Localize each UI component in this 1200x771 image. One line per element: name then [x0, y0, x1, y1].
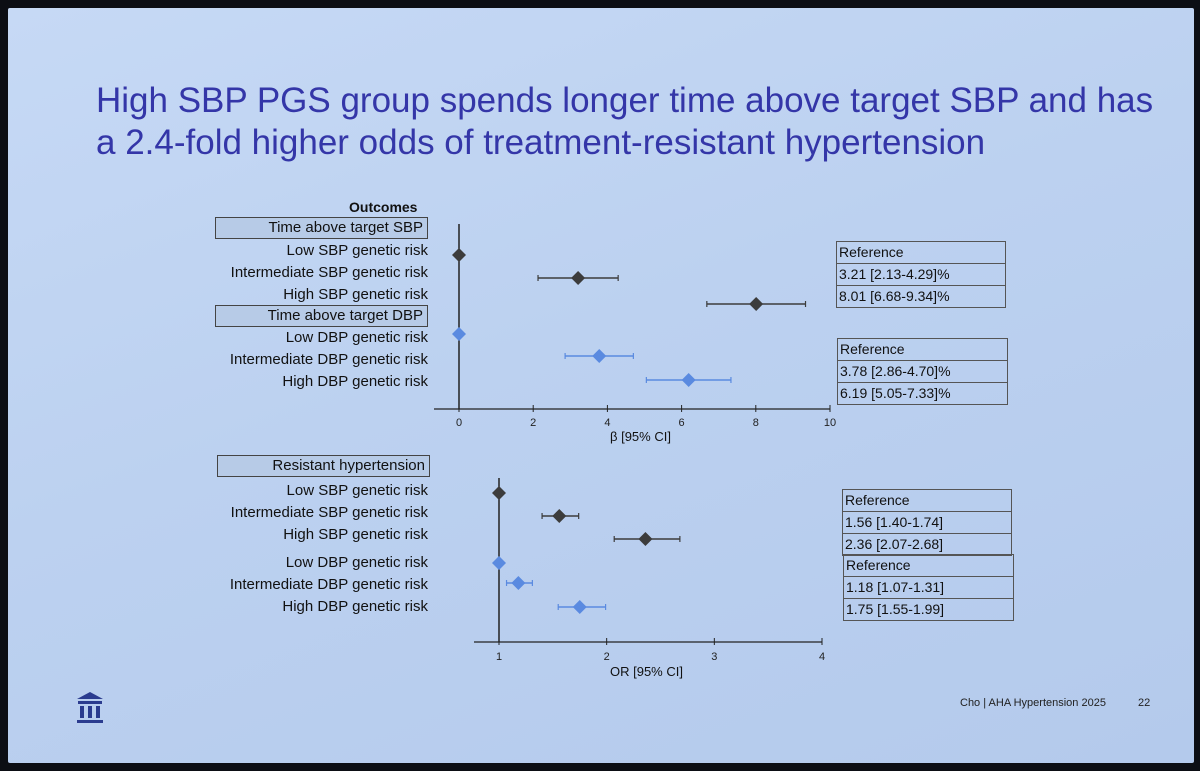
estimate-cell: 2.36 [2.07-2.68]: [845, 536, 944, 552]
page-number: 22: [1138, 697, 1151, 709]
estimate-table-sbp-or: Reference 1.56 [1.40-1.74] 2.36 [2.07-2.…: [842, 489, 1012, 556]
estimate-cell: Reference: [837, 242, 1005, 264]
estimate-cell: 3.21 [2.13-4.29]%: [837, 264, 1005, 286]
estimate-cell: Reference: [838, 339, 1007, 361]
estimate-point: [571, 271, 586, 285]
row-label: High SBP genetic risk: [283, 286, 428, 303]
row-label: Low SBP genetic risk: [286, 482, 428, 499]
estimate-cell: 6.19 [5.05-7.33]%: [840, 385, 951, 401]
row-label: High SBP genetic risk: [283, 526, 428, 543]
estimate-point: [492, 556, 506, 570]
x-tick-label: 1: [496, 651, 502, 663]
x-tick-label: 2: [530, 417, 536, 429]
estimate-cell: Reference: [844, 555, 1013, 577]
x-tick-label: 4: [604, 417, 610, 429]
group-header-time-above-dbp: Time above target DBP: [215, 305, 428, 327]
row-label: High DBP genetic risk: [282, 598, 428, 615]
estimate-table-dbp-or: Reference 1.18 [1.07-1.31] 1.75 [1.55-1.…: [843, 554, 1014, 621]
x-tick-label: 0: [456, 417, 462, 429]
slide-title: High SBP PGS group spends longer time ab…: [96, 80, 1176, 164]
x-tick-label: 4: [819, 651, 825, 663]
estimate-point: [511, 576, 526, 590]
row-label: Intermediate SBP genetic risk: [230, 504, 428, 521]
x-tick-label: 8: [753, 417, 759, 429]
x-tick-label: 10: [824, 417, 836, 429]
estimate-point: [592, 349, 607, 363]
x-tick-label: 6: [679, 417, 685, 429]
row-label: Intermediate DBP genetic risk: [229, 351, 428, 368]
estimate-point: [452, 248, 466, 262]
estimate-cell: 1.75 [1.55-1.99]: [846, 601, 945, 617]
estimate-cell: 1.18 [1.07-1.31]: [844, 577, 1013, 599]
estimate-cell: Reference: [843, 490, 1011, 512]
estimate-point: [552, 509, 567, 523]
estimate-point: [638, 532, 653, 546]
x-axis-label-or: OR [95% CI]: [610, 664, 683, 679]
estimate-table-dbp-time: Reference 3.78 [2.86-4.70]% 6.19 [5.05-7…: [837, 338, 1008, 405]
row-label: Intermediate SBP genetic risk: [230, 264, 428, 281]
title-line-2: a 2.4-fold higher odds of treatment-resi…: [96, 123, 986, 162]
estimate-point: [572, 600, 587, 614]
estimate-cell: 1.56 [1.40-1.74]: [843, 512, 1011, 534]
group-header-resistant-hypertension: Resistant hypertension: [217, 455, 430, 477]
title-line-1: High SBP PGS group spends longer time ab…: [96, 81, 1154, 120]
outcomes-heading: Outcomes: [349, 199, 418, 215]
estimate-cell: 3.78 [2.86-4.70]%: [838, 361, 1007, 383]
group-header-time-above-sbp: Time above target SBP: [215, 217, 428, 239]
row-label: Low DBP genetic risk: [285, 554, 428, 571]
estimate-table-sbp-time: Reference 3.21 [2.13-4.29]% 8.01 [6.68-9…: [836, 241, 1006, 308]
row-label: Intermediate DBP genetic risk: [229, 576, 428, 593]
estimate-cell: 8.01 [6.68-9.34]%: [839, 288, 950, 304]
slide: High SBP PGS group spends longer time ab…: [8, 8, 1194, 763]
institution-building-icon: [75, 690, 105, 726]
footer-citation: Cho | AHA Hypertension 2025: [960, 697, 1106, 709]
x-tick-label: 3: [711, 651, 717, 663]
estimate-point: [749, 297, 764, 311]
x-axis-label-beta: β [95% CI]: [610, 429, 671, 444]
x-tick-label: 2: [604, 651, 610, 663]
row-label: High DBP genetic risk: [282, 373, 428, 390]
row-label: Low SBP genetic risk: [286, 242, 428, 259]
row-label: Low DBP genetic risk: [285, 329, 428, 346]
estimate-point: [492, 486, 506, 500]
estimate-point: [681, 373, 696, 387]
estimate-point: [452, 327, 466, 341]
